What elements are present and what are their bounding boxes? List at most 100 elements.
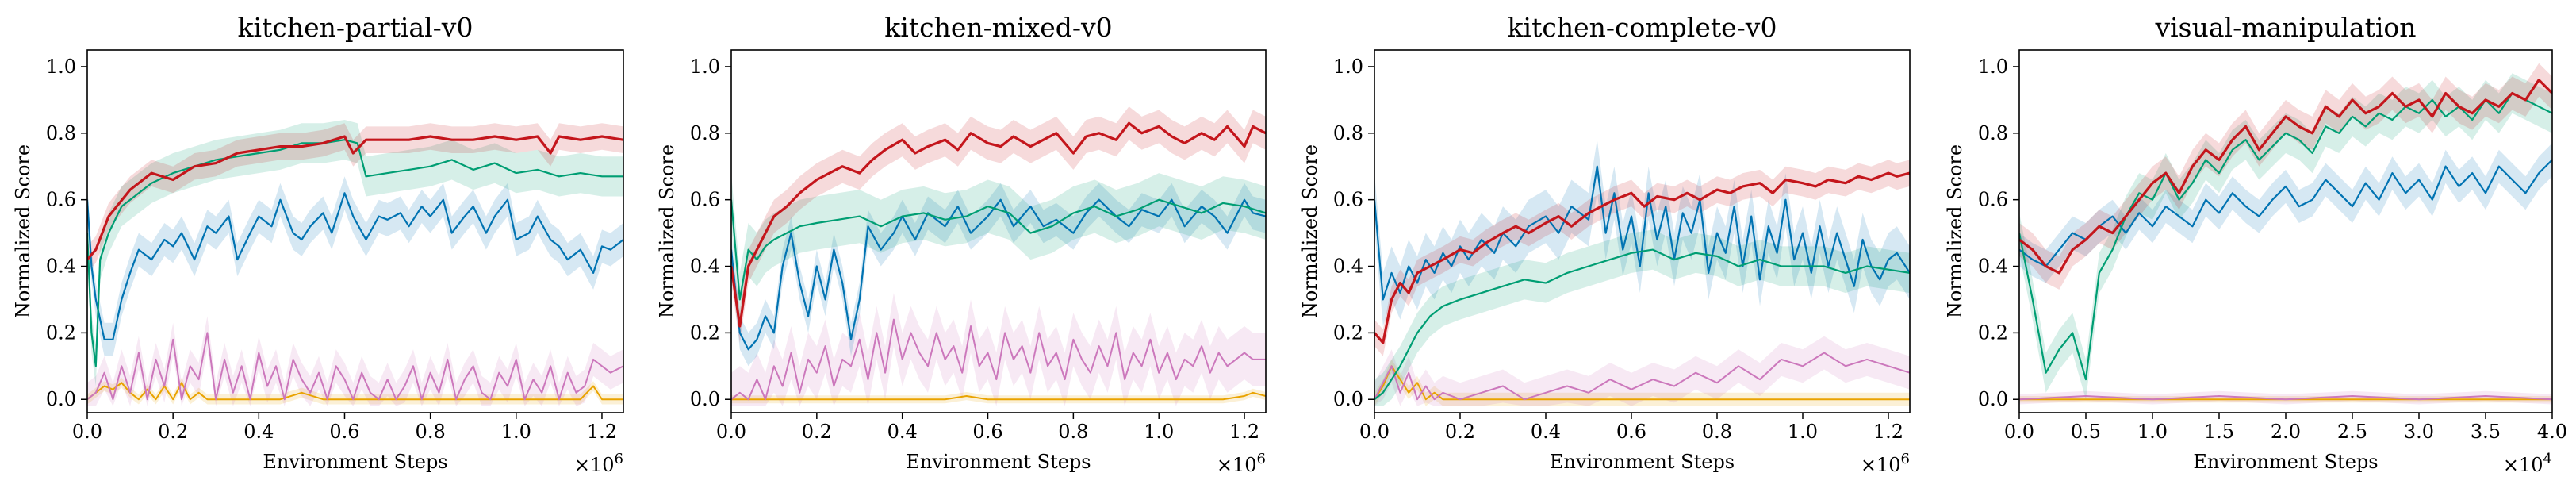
series-2-line: [731, 198, 1266, 301]
series-5-band: [1374, 359, 1910, 406]
chart-panel-1: 0.0 0.2 0.4 0.6 0.8 1.0 1.2 0.0 0.2 0.4 0.6 0.8 1.0 k…: [12, 12, 624, 476]
series-4-line: [1374, 352, 1910, 401]
y-tick-label: 0.4: [690, 256, 720, 278]
series-1-line: [2019, 79, 2552, 275]
x-tick-label: 0.0: [1359, 421, 1390, 443]
series-1-band: [2019, 63, 2552, 290]
series-5-line: [731, 391, 1266, 401]
y-axis-label: Normalized Score: [1299, 144, 1321, 318]
x-tick-label: 3.0: [2404, 421, 2434, 443]
x-tick-label: 0.0: [72, 421, 102, 443]
panel-title: kitchen-mixed-v0: [884, 12, 1112, 43]
x-tick-label: 2.0: [2271, 421, 2301, 443]
x-tick-label: 0.8: [416, 421, 446, 443]
series-4-line: [87, 332, 623, 401]
x-tick-label: 1.0: [1788, 421, 1818, 443]
chart-panel-3: 0.0 0.2 0.4 0.6 0.8 1.0 1.2 0.0 0.2 0.4 0.6 0.8 1.0 k…: [1299, 12, 1911, 476]
x-tick-label: 0.2: [158, 421, 188, 443]
series-1-band: [1374, 160, 1910, 356]
y-tick-label: 0.0: [1978, 388, 2008, 410]
series-2-line: [2019, 92, 2552, 381]
series-4-band: [87, 316, 623, 406]
y-tick-label: 1.0: [1333, 56, 1363, 78]
x-tick-label: 1.2: [587, 421, 617, 443]
x-tick-label: 2.5: [2337, 421, 2367, 443]
series-3-line: [2019, 159, 2552, 267]
x-tick-label: 0.4: [1531, 421, 1561, 443]
panel-title: kitchen-complete-v0: [1508, 12, 1777, 43]
y-axis-label: Normalized Score: [12, 144, 34, 318]
panel-title: visual-manipulation: [2154, 12, 2416, 43]
x-axis-label: Environment Steps: [906, 451, 1091, 473]
plot-data: [1374, 140, 1910, 406]
y-tick-label: 0.6: [690, 189, 720, 211]
x-tick-label: 1.2: [1873, 421, 1903, 443]
x-tick-label: 4.0: [2537, 421, 2567, 443]
x-axis-label: Environment Steps: [2193, 451, 2378, 473]
x-tick-label: 3.5: [2471, 421, 2501, 443]
series-3-band: [731, 183, 1266, 367]
y-tick-label: 0.0: [1333, 388, 1363, 410]
series-1-line: [1374, 171, 1910, 344]
y-tick-label: 0.2: [46, 321, 76, 344]
y-axis-label: Normalized Score: [1944, 144, 1966, 318]
y-tick-label: 0.4: [1333, 256, 1363, 278]
series-5-line: [87, 382, 623, 401]
x-tick-label: 1.0: [2137, 421, 2168, 443]
multiplier-base: ×10: [1861, 454, 1901, 476]
x-tick-label: 0.5: [2071, 421, 2101, 443]
series-3-band: [87, 176, 623, 356]
y-tick-label: 1.0: [1978, 56, 2008, 78]
x-axis-label: Environment Steps: [1550, 451, 1735, 473]
plot-frame: [1374, 49, 1911, 413]
series-3-line: [87, 192, 623, 340]
multiplier-base: ×10: [2503, 454, 2543, 476]
series-2-line: [1374, 248, 1910, 401]
multiplier-exponent: 4: [2543, 451, 2552, 467]
x-tick-label: 1.2: [1229, 421, 1259, 443]
x-tick-label: 0.6: [329, 421, 359, 443]
x-tick-label: 0.2: [802, 421, 832, 443]
plot-data: [731, 106, 1266, 406]
y-tick-label: 0.0: [46, 388, 76, 410]
chart-panel-4: 0.0 0.5 1.0 1.5 2.0 2.5 3.0 3.5 4.0 0.0 0.2 0.4 0.6 0…: [1944, 12, 2567, 476]
multiplier-base: ×10: [574, 454, 615, 476]
x-tick-label: 0.6: [1616, 421, 1646, 443]
series-3-band: [1374, 140, 1910, 326]
multiplier-exponent: 6: [1257, 451, 1266, 467]
y-tick-label: 0.2: [1978, 321, 2008, 344]
panel-title: kitchen-partial-v0: [238, 12, 473, 43]
x-tick-label: 0.4: [887, 421, 918, 443]
y-tick-label: 0.8: [690, 122, 720, 144]
series-4-line: [731, 318, 1266, 401]
series-3-line: [1374, 165, 1910, 301]
y-tick-label: 0.6: [1978, 189, 2008, 211]
y-tick-label: 0.0: [690, 388, 720, 410]
x-tick-label: 1.0: [501, 421, 531, 443]
y-tick-label: 0.4: [1978, 256, 2008, 278]
series-5-line: [1374, 365, 1910, 401]
x-axis-multiplier: ×106: [574, 451, 623, 476]
y-tick-label: 0.8: [1978, 122, 2008, 144]
series-4-band: [2019, 390, 2552, 405]
series-1-band: [731, 106, 1266, 344]
y-tick-label: 0.8: [1333, 122, 1363, 144]
x-tick-label: 0.2: [1445, 421, 1475, 443]
x-tick-label: 0.0: [2004, 421, 2034, 443]
series-3-band: [2019, 143, 2552, 283]
series-2-band: [1374, 229, 1910, 406]
multiplier-base: ×10: [1217, 454, 1257, 476]
series-4-band: [731, 293, 1266, 406]
x-tick-label: 0.8: [1702, 421, 1732, 443]
plot-frame: [730, 49, 1267, 413]
y-tick-label: 0.6: [46, 189, 76, 211]
y-tick-label: 0.6: [1333, 189, 1363, 211]
y-tick-label: 0.2: [690, 321, 720, 344]
plot-frame: [86, 49, 624, 413]
series-1-line: [731, 121, 1266, 328]
x-axis-multiplier: ×106: [1861, 451, 1910, 476]
y-tick-label: 1.0: [46, 56, 76, 78]
multiplier-exponent: 6: [615, 451, 623, 467]
x-tick-label: 0.0: [716, 421, 746, 443]
chart-panel-2: 0.0 0.2 0.4 0.6 0.8 1.0 1.2 0.0 0.2 0.4 0.6 0.8 1.0 k…: [656, 12, 1267, 476]
